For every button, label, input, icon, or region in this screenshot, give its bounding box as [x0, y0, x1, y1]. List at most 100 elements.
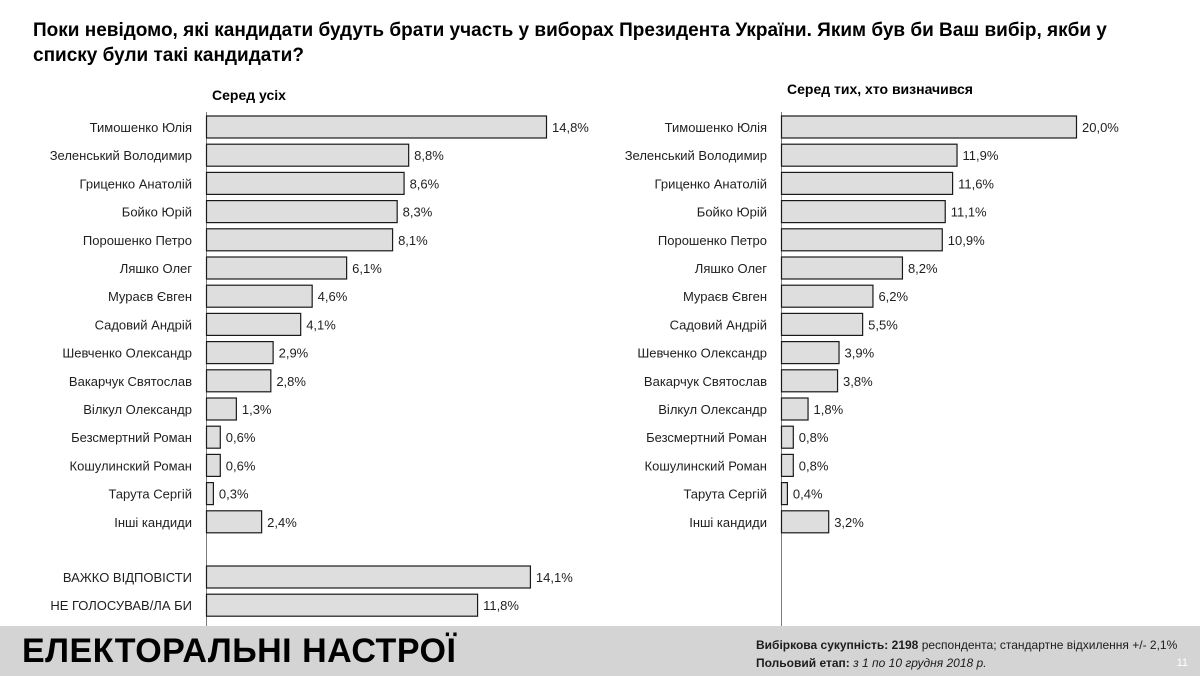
category-label-1-13: Тарута Сергій: [683, 487, 767, 502]
category-label-1-8: Шевченко Олександр: [637, 346, 767, 361]
bar-1-11: [780, 425, 794, 449]
category-label-0-6: Мураєв Євген: [108, 289, 192, 304]
bar-1-10: [780, 397, 809, 421]
category-label-1-14: Інші кандиди: [689, 515, 767, 530]
bar-0-1: [205, 143, 410, 167]
bar-1-6: [780, 284, 874, 308]
bar-1-2: [780, 171, 954, 195]
bar-1-9: [780, 369, 839, 393]
category-label-0-2: Гриценко Анатолій: [80, 176, 192, 191]
bar-1-12: [780, 453, 794, 477]
category-label-0-10: Вілкул Олександр: [83, 402, 192, 417]
category-label-1-0: Тимошенко Юлія: [665, 120, 767, 135]
value-label-0-11: 0,6%: [226, 430, 256, 445]
category-label-1-11: Безсмертний Роман: [646, 430, 767, 445]
value-label-0-14: 2,4%: [267, 515, 297, 530]
footer-bar: ЕЛЕКТОРАЛЬНІ НАСТРОЇ Вибіркова сукупніст…: [0, 626, 1200, 676]
category-label-0-11: Безсмертний Роман: [71, 430, 192, 445]
bar-0-2: [205, 171, 405, 195]
bar-1-5: [780, 256, 904, 280]
bar-1-7: [780, 312, 864, 336]
category-label-1-1: Зеленський Володимир: [625, 148, 767, 163]
bar-0-5: [205, 256, 348, 280]
value-label-0-15: 14,1%: [536, 570, 573, 585]
category-label-1-5: Ляшко Олег: [695, 261, 767, 276]
value-label-0-3: 8,3%: [403, 205, 433, 220]
bar-1-8: [780, 341, 840, 365]
chart-decided-respondents: Тимошенко Юлія 20,0% Зеленський Володимир 1…: [625, 112, 1119, 626]
bar-1-14: [780, 510, 830, 534]
value-label-1-8: 3,9%: [845, 346, 875, 361]
value-label-1-6: 6,2%: [878, 289, 908, 304]
chart-all-respondents: Тимошенко Юлія 14,8% Зеленський Володимир 8…: [50, 112, 589, 626]
bar-0-12: [205, 453, 221, 477]
fieldwork-text: з 1 по 10 грудня 2018 р.: [853, 656, 987, 670]
bar-0-13: [205, 482, 214, 506]
sample-label: Вибіркова сукупність:: [756, 638, 889, 652]
bar-0-8: [205, 341, 274, 365]
fieldwork-info: Польовий етап: з 1 по 10 грудня 2018 р.: [756, 656, 987, 670]
bar-0-15: [205, 565, 532, 589]
category-label-1-7: Садовий Андрій: [670, 317, 767, 332]
category-label-0-16: НЕ ГОЛОСУВАВ/ЛА БИ: [50, 598, 192, 613]
category-label-0-0: Тимошенко Юлія: [90, 120, 192, 135]
page-number: 11: [1176, 657, 1188, 669]
value-label-1-5: 8,2%: [908, 261, 938, 276]
bar-1-4: [780, 228, 943, 252]
category-label-1-10: Вілкул Олександр: [658, 402, 767, 417]
bar-0-10: [205, 397, 237, 421]
value-label-1-1: 11,9%: [963, 148, 999, 163]
value-label-1-0: 20,0%: [1082, 120, 1119, 135]
category-label-0-15: ВАЖКО ВІДПОВІСТИ: [63, 570, 192, 585]
category-label-1-2: Гриценко Анатолій: [655, 176, 767, 191]
bar-1-1: [780, 143, 958, 167]
bar-0-14: [205, 510, 263, 534]
value-label-0-7: 4,1%: [306, 317, 336, 332]
page-title: Поки невідомо, які кандидати будуть брат…: [33, 20, 1107, 66]
value-label-0-2: 8,6%: [410, 176, 440, 191]
category-label-1-4: Порошенко Петро: [658, 233, 767, 248]
value-label-0-4: 8,1%: [398, 233, 428, 248]
category-label-1-9: Вакарчук Святослав: [644, 374, 767, 389]
category-label-1-12: Кошулинский Роман: [645, 458, 767, 473]
bar-0-16: [205, 593, 479, 617]
category-label-0-1: Зеленський Володимир: [50, 148, 192, 163]
category-label-0-13: Тарута Сергій: [108, 487, 192, 502]
value-label-0-9: 2,8%: [276, 374, 306, 389]
value-label-0-16: 11,8%: [483, 598, 519, 613]
value-label-1-2: 11,6%: [958, 176, 994, 191]
category-label-0-3: Бойко Юрій: [122, 205, 192, 220]
value-label-1-14: 3,2%: [834, 515, 864, 530]
bar-1-3: [780, 200, 946, 224]
right-chart-subtitle: Серед тих, хто визначився: [787, 81, 973, 97]
value-label-1-11: 0,8%: [799, 430, 829, 445]
category-label-0-12: Кошулинский Роман: [70, 458, 192, 473]
value-label-0-13: 0,3%: [219, 487, 249, 502]
category-label-0-8: Шевченко Олександр: [62, 346, 192, 361]
fieldwork-label: Польовий етап:: [756, 656, 850, 670]
category-label-0-9: Вакарчук Святослав: [69, 374, 192, 389]
bar-1-0: [780, 115, 1078, 139]
bar-0-0: [205, 115, 548, 139]
value-label-1-7: 5,5%: [868, 317, 898, 332]
category-label-1-6: Мураєв Євген: [683, 289, 767, 304]
bar-0-3: [205, 200, 398, 224]
bar-1-13: [780, 482, 789, 506]
left-chart-subtitle: Серед усіх: [212, 87, 286, 103]
value-label-0-0: 14,8%: [552, 120, 589, 135]
category-label-0-7: Садовий Андрій: [95, 317, 192, 332]
value-label-0-8: 2,9%: [279, 346, 309, 361]
bar-0-7: [205, 312, 302, 336]
value-label-0-1: 8,8%: [414, 148, 444, 163]
value-label-0-12: 0,6%: [226, 458, 256, 473]
sample-text: респондента; стандартне відхилення +/- 2…: [921, 638, 1178, 652]
category-label-0-5: Ляшко Олег: [120, 261, 192, 276]
bar-0-9: [205, 369, 272, 393]
footer-title: ЕЛЕКТОРАЛЬНІ НАСТРОЇ: [22, 632, 457, 670]
value-label-0-10: 1,3%: [242, 402, 272, 417]
value-label-1-3: 11,1%: [951, 205, 987, 220]
category-label-0-14: Інші кандиди: [114, 515, 192, 530]
bar-0-11: [205, 425, 221, 449]
category-label-0-4: Порошенко Петро: [83, 233, 192, 248]
value-label-1-13: 0,4%: [793, 487, 823, 502]
